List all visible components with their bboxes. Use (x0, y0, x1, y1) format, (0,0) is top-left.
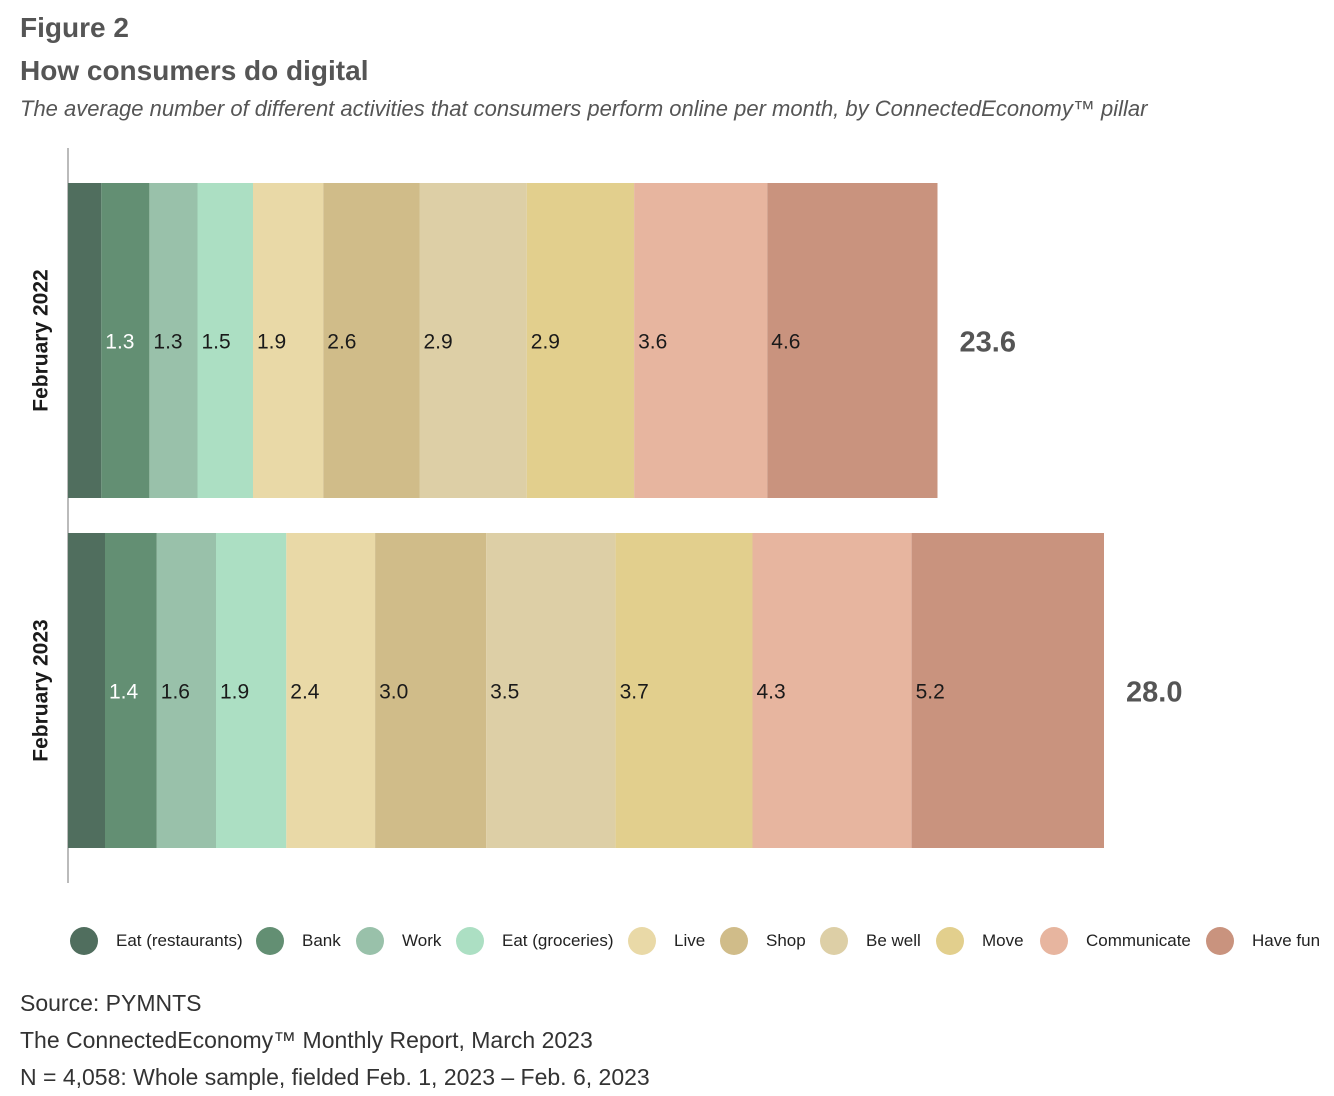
legend-swatch (720, 927, 748, 955)
bar-segment (197, 183, 253, 498)
legend-swatch (356, 927, 384, 955)
bar-segment (323, 183, 420, 498)
data-label: 1.5 (202, 331, 231, 354)
legend-label: Be well (866, 931, 921, 950)
legend-label: Shop (766, 931, 806, 950)
bar-segment (911, 533, 1104, 848)
legend-item: Eat (restaurants) (70, 926, 243, 956)
bar-segment (526, 183, 635, 498)
legend-item: Be well (820, 926, 921, 956)
legend-swatch (936, 927, 964, 955)
bar-segment (615, 533, 753, 848)
legend-item: Shop (720, 926, 806, 956)
legend-item: Move (936, 926, 1024, 956)
legend-item: Live (628, 926, 705, 956)
legend-label: Move (982, 931, 1024, 950)
data-label: 1.4 (109, 681, 139, 704)
legend-swatch (1040, 927, 1068, 955)
bar-segment (486, 533, 616, 848)
data-label: 2.9 (424, 331, 453, 354)
bar-segment (767, 183, 938, 498)
data-label: 3.5 (490, 681, 519, 704)
data-label: 3.7 (620, 681, 649, 704)
legend-item: Bank (256, 926, 341, 956)
data-label: 3.6 (638, 331, 667, 354)
bar-segment (149, 183, 198, 498)
source-note: Source: PYMNTS (20, 990, 202, 1016)
chart-footer: Source: PYMNTS The ConnectedEconomy™ Mon… (20, 985, 650, 1096)
data-label: 1.9 (257, 331, 286, 354)
data-label: 3.0 (379, 681, 408, 704)
data-label: 1.9 (220, 681, 249, 704)
figure-label: Figure 2 (20, 12, 129, 43)
legend-label: Communicate (1086, 931, 1191, 950)
legend-label: Eat (groceries) (502, 931, 614, 950)
legend-swatch (70, 927, 98, 955)
bar-segment (253, 183, 324, 498)
chart-title: How consumers do digital (20, 55, 369, 86)
legend-item: Have fun (1206, 926, 1320, 956)
legend-swatch (1206, 927, 1234, 955)
legend-label: Work (402, 931, 442, 950)
chart-subtitle: The average number of different activiti… (20, 96, 1148, 121)
legend-label: Eat (restaurants) (116, 931, 243, 950)
data-label: 1.6 (161, 681, 190, 704)
stacked-bar-chart: 1.3 1.3 1.5 1.9 2.6 2.9 2.9 3.6 4.6 23.6 February … (30, 148, 1182, 883)
legend-swatch (820, 927, 848, 955)
bar-segment (375, 533, 487, 848)
data-label: 4.6 (771, 331, 800, 354)
legend-label: Bank (302, 931, 341, 950)
data-label: 1.3 (153, 331, 182, 354)
legend-item: Work (356, 926, 441, 956)
report-note: The ConnectedEconomy™ Monthly Report, Ma… (20, 1027, 593, 1053)
legend-item: Communicate (1040, 926, 1191, 956)
legend-swatch (628, 927, 656, 955)
category-label: February 2022 (30, 269, 53, 411)
total-label: 23.6 (960, 327, 1016, 359)
legend-swatch (456, 927, 484, 955)
data-label: 4.3 (757, 681, 786, 704)
chart-legend: Eat (restaurants) Bank Work Eat (groceries)… (70, 926, 1330, 956)
bar-segment (216, 533, 287, 848)
data-label: 2.4 (290, 681, 320, 704)
data-label: 5.2 (916, 681, 945, 704)
total-label: 28.0 (1126, 677, 1182, 709)
bar-segment (68, 533, 105, 848)
bar-segment (634, 183, 768, 498)
legend-swatch (256, 927, 284, 955)
legend-label: Have fun (1252, 931, 1321, 950)
legend-item: Eat (groceries) (456, 926, 613, 956)
data-label: 2.9 (531, 331, 560, 354)
data-label: 2.6 (327, 331, 356, 354)
bar-segment (101, 183, 150, 498)
sample-note: N = 4,058: Whole sample, fielded Feb. 1,… (20, 1064, 650, 1090)
legend-label: Live (674, 931, 706, 950)
bar-segment (156, 533, 216, 848)
bar-segment (419, 183, 527, 498)
category-label: February 2023 (30, 619, 53, 761)
bar-segment (68, 183, 102, 498)
bar-segment (105, 533, 157, 848)
bar-segment (752, 533, 912, 848)
bar-segment (286, 533, 376, 848)
data-label: 1.3 (105, 331, 134, 354)
